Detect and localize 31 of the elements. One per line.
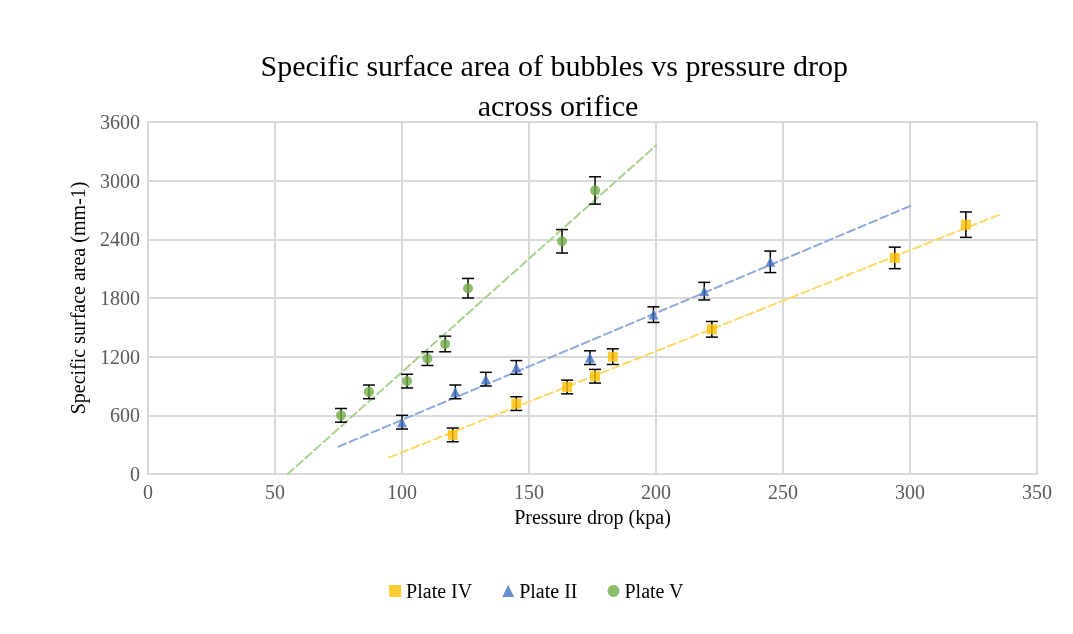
point bbox=[648, 309, 659, 320]
y-tick-label: 600 bbox=[110, 404, 140, 427]
point bbox=[706, 324, 717, 335]
x-tick-label: 300 bbox=[895, 481, 925, 503]
x-axis-title: Pressure drop (kpa) bbox=[514, 505, 671, 529]
legend-label: Plate II bbox=[519, 580, 578, 602]
x-tick-label: 350 bbox=[1022, 481, 1052, 503]
y-tick-label: 1200 bbox=[100, 345, 140, 368]
legend-label: Plate V bbox=[624, 580, 685, 602]
point bbox=[590, 185, 601, 196]
point bbox=[960, 219, 971, 230]
x-tick-label: 50 bbox=[265, 481, 285, 503]
y-axis-title: Specific surface area (mm-1) bbox=[67, 181, 90, 415]
y-tick-label: 0 bbox=[130, 463, 140, 485]
y-tick-label: 2400 bbox=[100, 228, 140, 251]
point bbox=[440, 338, 451, 349]
point bbox=[463, 283, 474, 294]
x-tick-label: 250 bbox=[768, 481, 798, 503]
legend-label: Plate IV bbox=[406, 580, 473, 602]
y-tick-label: 3600 bbox=[100, 111, 140, 133]
chart-title: Specific surface area of bubbles vs pressure drop across orifice bbox=[260, 48, 856, 122]
point bbox=[557, 236, 568, 247]
point bbox=[765, 256, 776, 267]
point bbox=[699, 286, 710, 297]
point bbox=[889, 252, 900, 263]
x-tick-label: 200 bbox=[641, 481, 671, 503]
y-tick-label: 1800 bbox=[100, 287, 140, 309]
point bbox=[607, 351, 618, 362]
x-tick-label: 100 bbox=[387, 481, 417, 503]
x-tick-label: 150 bbox=[514, 481, 544, 503]
y-tick-label: 3000 bbox=[100, 169, 140, 192]
